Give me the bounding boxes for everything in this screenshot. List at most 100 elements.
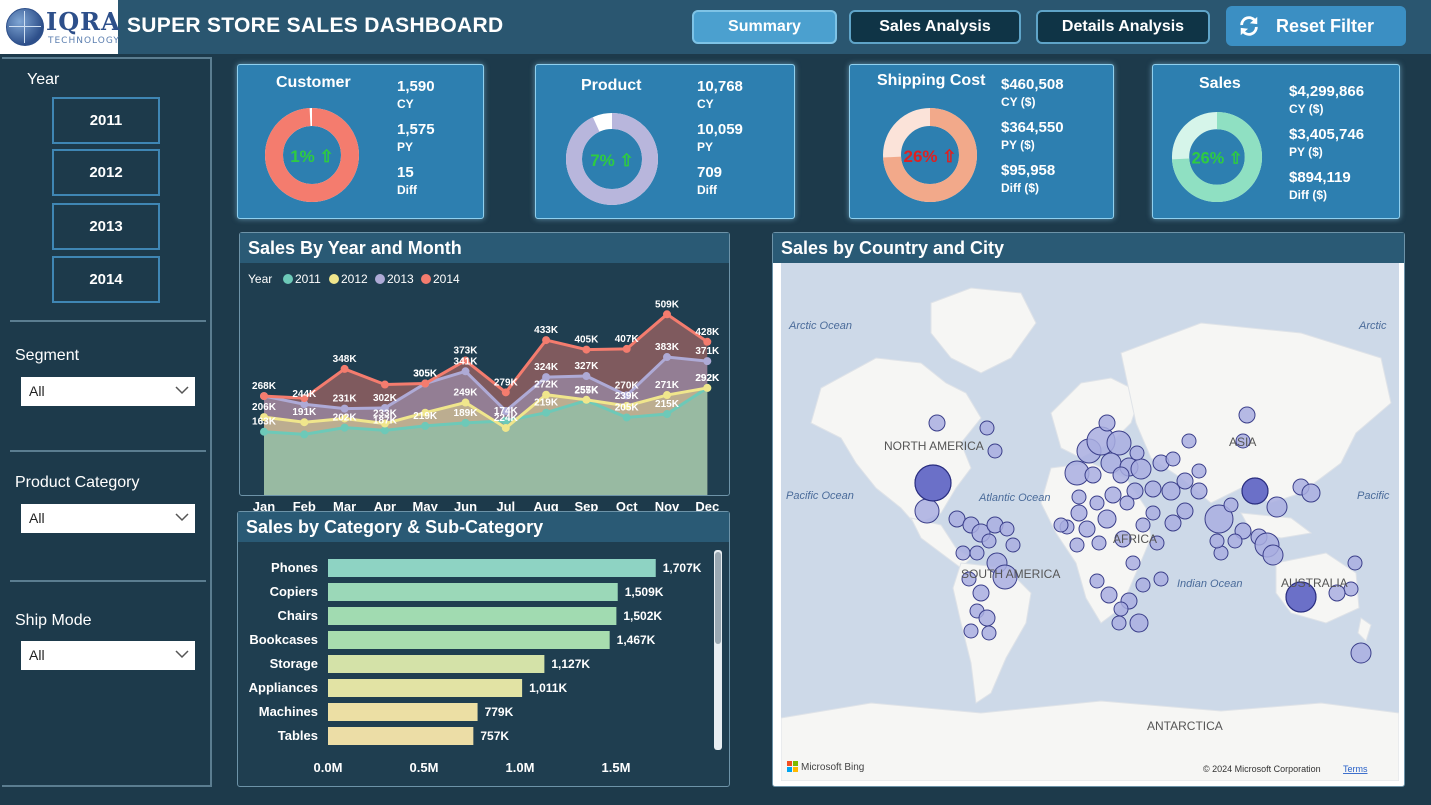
filter-panel: Year 2011 2012 2013 2014 Segment All Pro…: [2, 57, 212, 787]
refresh-icon: [1240, 16, 1258, 36]
data-label: 215K: [655, 399, 680, 410]
shipping-cost-kpi-card[interactable]: Shipping Cost 26% ⇧ $460,508 CY ($) $364…: [849, 64, 1114, 219]
bar-value-label: 1,509K: [625, 585, 664, 599]
data-label: 373K: [454, 345, 479, 356]
company-logo: IQRA TECHNOLOGY: [0, 0, 120, 54]
x-tick-label: Aug: [533, 499, 558, 514]
map-terms-link[interactable]: Terms: [1343, 764, 1368, 774]
bar: [328, 607, 617, 625]
filter-divider: [10, 450, 206, 452]
year-2011-button[interactable]: 2011: [52, 97, 160, 144]
kpi-py-label: PY: [697, 140, 714, 154]
summary-tab-button[interactable]: Summary: [692, 10, 837, 44]
data-point: [542, 390, 551, 399]
city-bubble: [1104, 486, 1122, 504]
ship-mode-dropdown[interactable]: All: [21, 641, 195, 670]
customer-kpi-card[interactable]: Customer 1% ⇧ 1,590 CY 1,575 PY 15 Diff: [237, 64, 484, 219]
city-bubble: [1135, 517, 1151, 533]
data-label: 202K: [333, 413, 358, 424]
chevron-down-icon: [175, 513, 189, 522]
data-point: [582, 372, 591, 381]
map-label-australia: AUSTRALIA: [1281, 576, 1348, 590]
sales-by-month-panel: Sales By Year and Month Year 2011 2012 2013…: [239, 232, 730, 514]
x-tick-label: Sep: [574, 499, 598, 514]
kpi-py-value: 10,059: [697, 121, 743, 138]
segment-dropdown[interactable]: All: [21, 377, 195, 406]
x-tick-label: Feb: [293, 499, 316, 514]
city-bubble: [1070, 504, 1088, 522]
data-point: [622, 391, 631, 400]
year-2012-button[interactable]: 2012: [52, 149, 160, 196]
data-point: [300, 430, 309, 439]
bar: [328, 583, 618, 601]
x-tick-label: 1.5M: [602, 760, 631, 775]
series-line: [263, 312, 709, 400]
year-2013-button[interactable]: 2013: [52, 203, 160, 250]
city-bubble: [1089, 573, 1105, 589]
bar-value-label: 1,502K: [623, 609, 662, 623]
product-kpi-card[interactable]: Product 7% ⇧ 10,768 CY 10,059 PY 709 Dif…: [535, 64, 795, 219]
data-label: 191K: [292, 407, 317, 418]
city-bubble: [1130, 458, 1152, 480]
sales-analysis-tab-button[interactable]: Sales Analysis: [849, 10, 1021, 44]
kpi-diff-label: Diff ($): [1001, 181, 1039, 195]
map-label-arctic-ocean: Arctic Ocean: [788, 320, 852, 332]
shipmode-filter-label: Ship Mode: [15, 612, 92, 629]
product-category-dropdown[interactable]: All: [21, 504, 195, 533]
data-label: 255K: [574, 385, 599, 396]
series-area: [264, 387, 708, 495]
city-bubble: [1235, 433, 1251, 449]
world-map[interactable]: Arctic Ocean Arctic Pacific Ocean Atlant…: [781, 263, 1399, 781]
kpi-title: Shipping Cost: [877, 72, 986, 89]
sales-by-category-chart[interactable]: Phones 1,707K Copiers 1,509K Chairs 1,502K Boo…: [238, 542, 729, 786]
kpi-cy-label: CY: [397, 97, 414, 111]
city-bubble: [1084, 466, 1102, 484]
kpi-title: Customer: [276, 74, 351, 91]
data-point: [542, 408, 551, 417]
category-filter-label: Product Category: [15, 474, 140, 491]
city-bubble: [1112, 466, 1130, 484]
city-bubble: [1149, 535, 1165, 551]
data-label: 509K: [655, 299, 680, 310]
data-point: [582, 395, 591, 404]
city-bubble: [1114, 530, 1132, 548]
city-bubble: [1190, 482, 1208, 500]
sales-kpi-card[interactable]: Sales 26% ⇧ $4,299,866 CY ($) $3,405,746…: [1152, 64, 1400, 219]
city-bubble: [1125, 555, 1141, 571]
city-bubble: [1191, 463, 1207, 479]
city-bubble: [992, 564, 1018, 590]
city-bubble: [1113, 601, 1129, 617]
data-label: 224K: [494, 413, 519, 424]
reset-filter-button[interactable]: Reset Filter: [1226, 6, 1406, 46]
kpi-growth-percent: 1% ⇧: [290, 147, 334, 166]
kpi-py-label: PY ($): [1001, 138, 1035, 152]
series-area: [264, 387, 708, 495]
city-bubble: [1126, 482, 1144, 500]
city-bubble: [969, 545, 985, 561]
donut-ring: [265, 108, 359, 202]
scrollbar-thumb[interactable]: [715, 552, 721, 644]
data-label: 244K: [292, 389, 317, 400]
customer-donut: 1% ⇧: [265, 108, 359, 202]
city-bubble: [1181, 433, 1197, 449]
details-analysis-tab-button[interactable]: Details Analysis: [1036, 10, 1210, 44]
kpi-py-value: 1,575: [397, 121, 435, 138]
x-tick-label: Mar: [333, 499, 356, 514]
panel-title: Sales by Category & Sub-Category: [238, 512, 729, 542]
kpi-py-label: PY ($): [1289, 145, 1323, 159]
map-label-arctic: Arctic: [1358, 320, 1387, 332]
city-bubble: [1176, 472, 1194, 490]
filter-divider: [10, 320, 206, 322]
year-2014-button[interactable]: 2014: [52, 256, 160, 303]
sales-by-month-chart[interactable]: Year 2011 2012 2013 2014 163K 202K 187K 219K 189K…: [240, 263, 729, 514]
kpi-cy-value: 1,590: [397, 78, 435, 95]
landmass: [1050, 377, 1142, 459]
bing-logo: Microsoft Bing: [787, 761, 864, 773]
data-label: 205K: [615, 402, 640, 413]
city-bubble: [972, 584, 990, 602]
map-label-indian-ocean: Indian Ocean: [1177, 578, 1242, 590]
year-filter-label: Year: [27, 71, 60, 88]
city-bubble: [978, 609, 996, 627]
city-bubble: [1129, 445, 1145, 461]
bar-value-label: 1,127K: [551, 657, 590, 671]
